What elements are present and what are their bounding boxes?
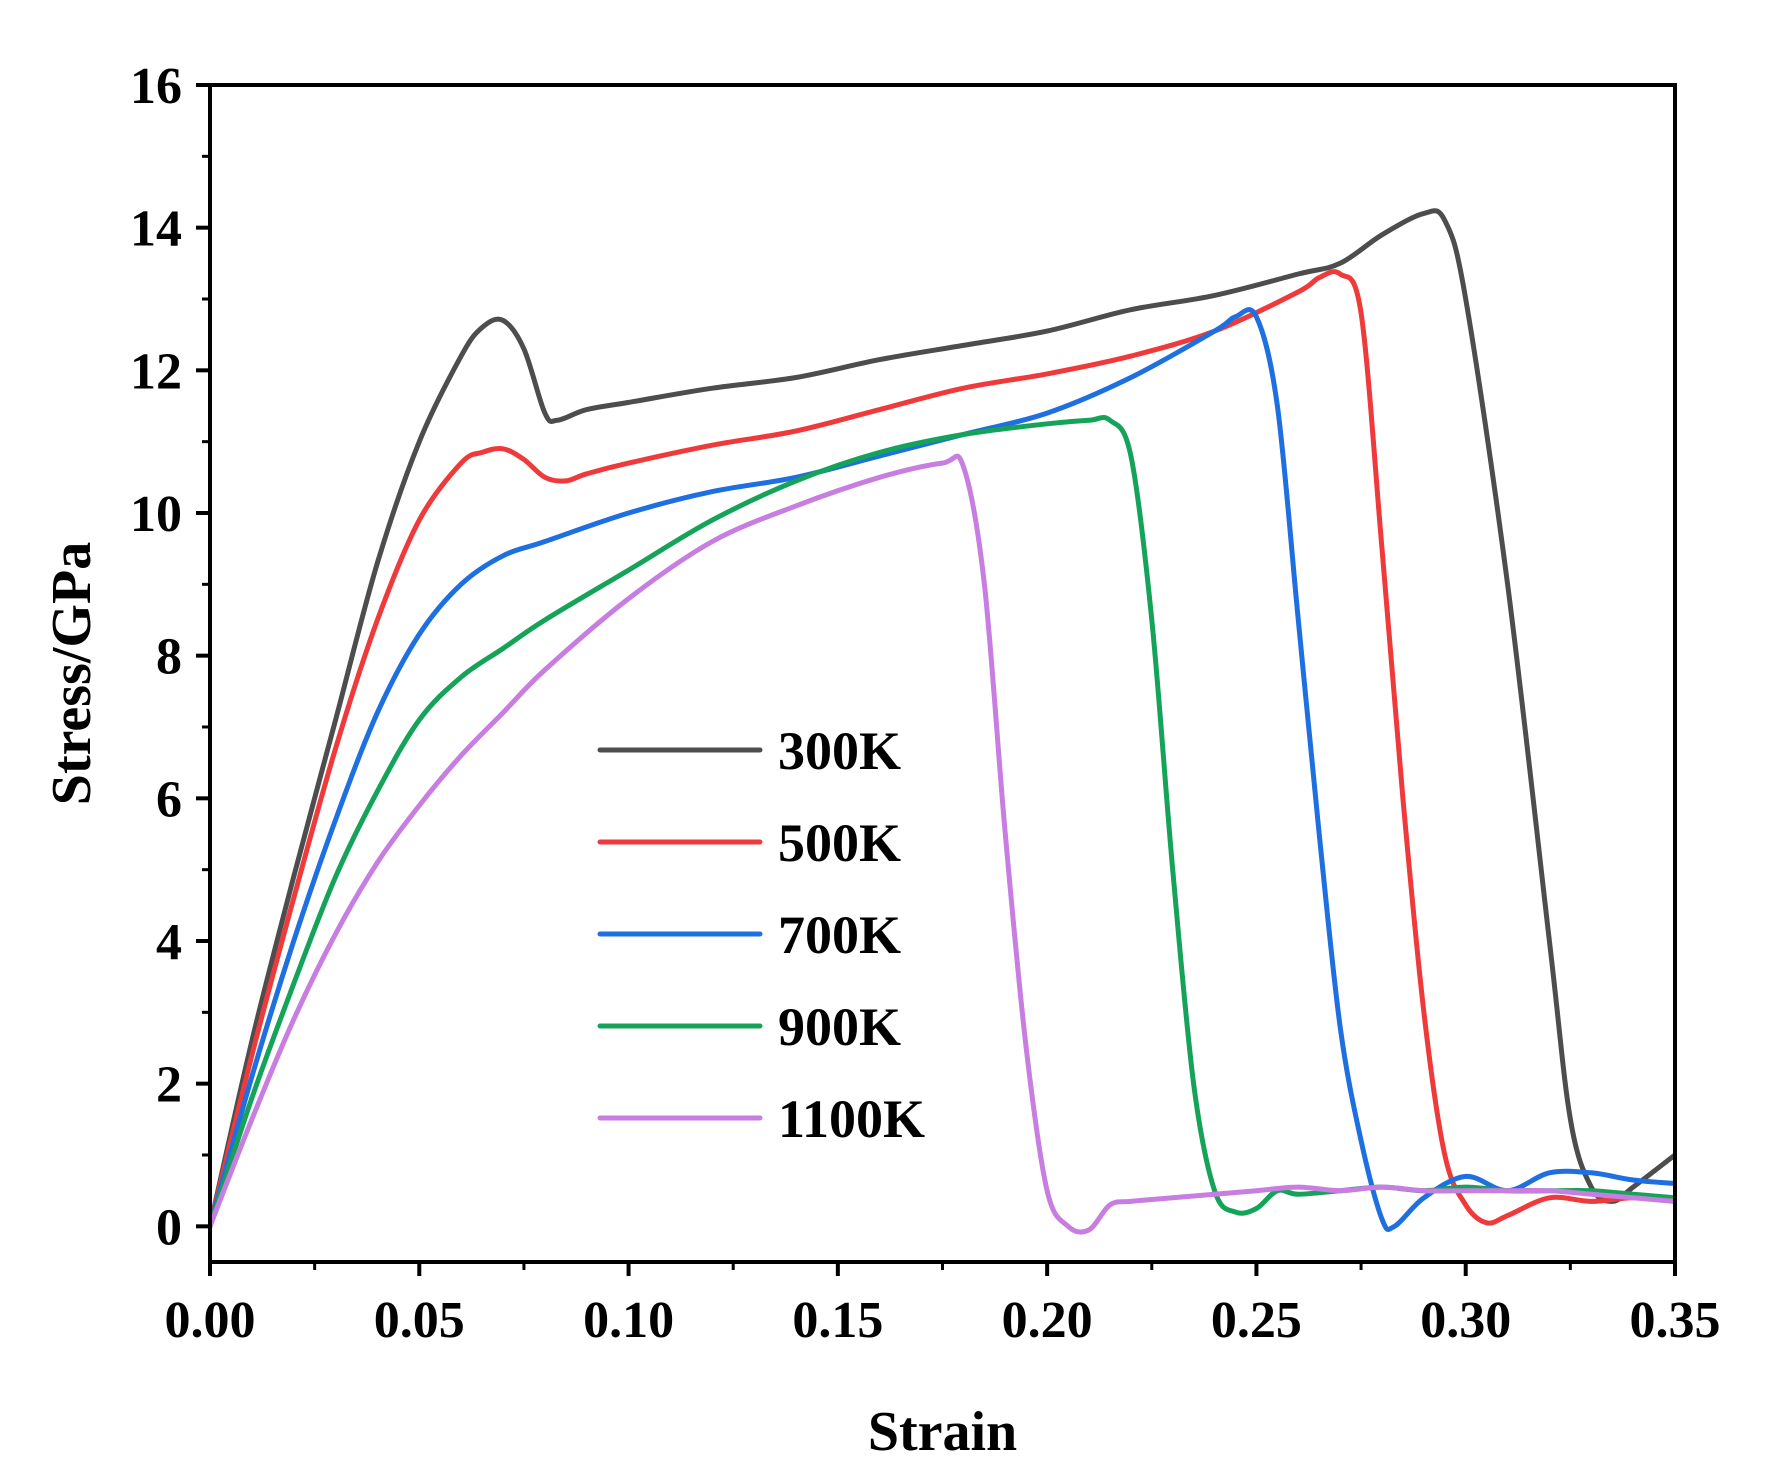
legend-label-300K: 300K: [778, 721, 901, 781]
legend-label-500K: 500K: [778, 813, 901, 873]
legend: 300K 500K 700K 900K 1100K: [597, 721, 925, 1149]
series-line-700K: [210, 307, 1675, 1232]
y-axis: 0 2 4 6 8 10 12 14 16: [130, 58, 210, 1256]
x-tick-label: 0.15: [792, 1292, 883, 1349]
y-tick-label: 12: [130, 343, 182, 400]
x-tick-label: 0.00: [165, 1292, 256, 1349]
y-tick-label: 2: [156, 1057, 182, 1114]
series-line-1100K: [210, 453, 1675, 1235]
y-tick-label: 0: [156, 1199, 182, 1256]
x-axis-title: Strain: [868, 1401, 1017, 1463]
plot-frame: [208, 83, 1677, 1264]
legend-label-700K: 700K: [778, 905, 901, 965]
series-line-500K: [210, 269, 1675, 1229]
y-tick-label: 16: [130, 58, 182, 115]
y-tick-label: 6: [156, 771, 182, 828]
x-tick-label: 0.35: [1630, 1292, 1721, 1349]
series-line-900K: [210, 415, 1675, 1229]
y-axis-title: Stress/GPa: [41, 542, 103, 805]
x-tick-label: 0.10: [583, 1292, 674, 1349]
plot-border: [208, 83, 1677, 1264]
series-layer: [210, 208, 1675, 1235]
series-line-300K: [210, 208, 1675, 1229]
x-tick-label: 0.05: [374, 1292, 465, 1349]
y-tick-label: 10: [130, 486, 182, 543]
x-tick-label: 0.30: [1420, 1292, 1511, 1349]
x-tick-label: 0.25: [1211, 1292, 1302, 1349]
y-tick-label: 8: [156, 629, 182, 686]
y-tick-label: 14: [130, 201, 182, 258]
x-axis: 0.00 0.05 0.10 0.15 0.20 0.25 0.30 0.35: [165, 1262, 1721, 1349]
y-tick-label: 4: [156, 914, 182, 971]
x-tick-label: 0.20: [1002, 1292, 1093, 1349]
legend-label-900K: 900K: [778, 997, 901, 1057]
legend-label-1100K: 1100K: [778, 1089, 925, 1149]
